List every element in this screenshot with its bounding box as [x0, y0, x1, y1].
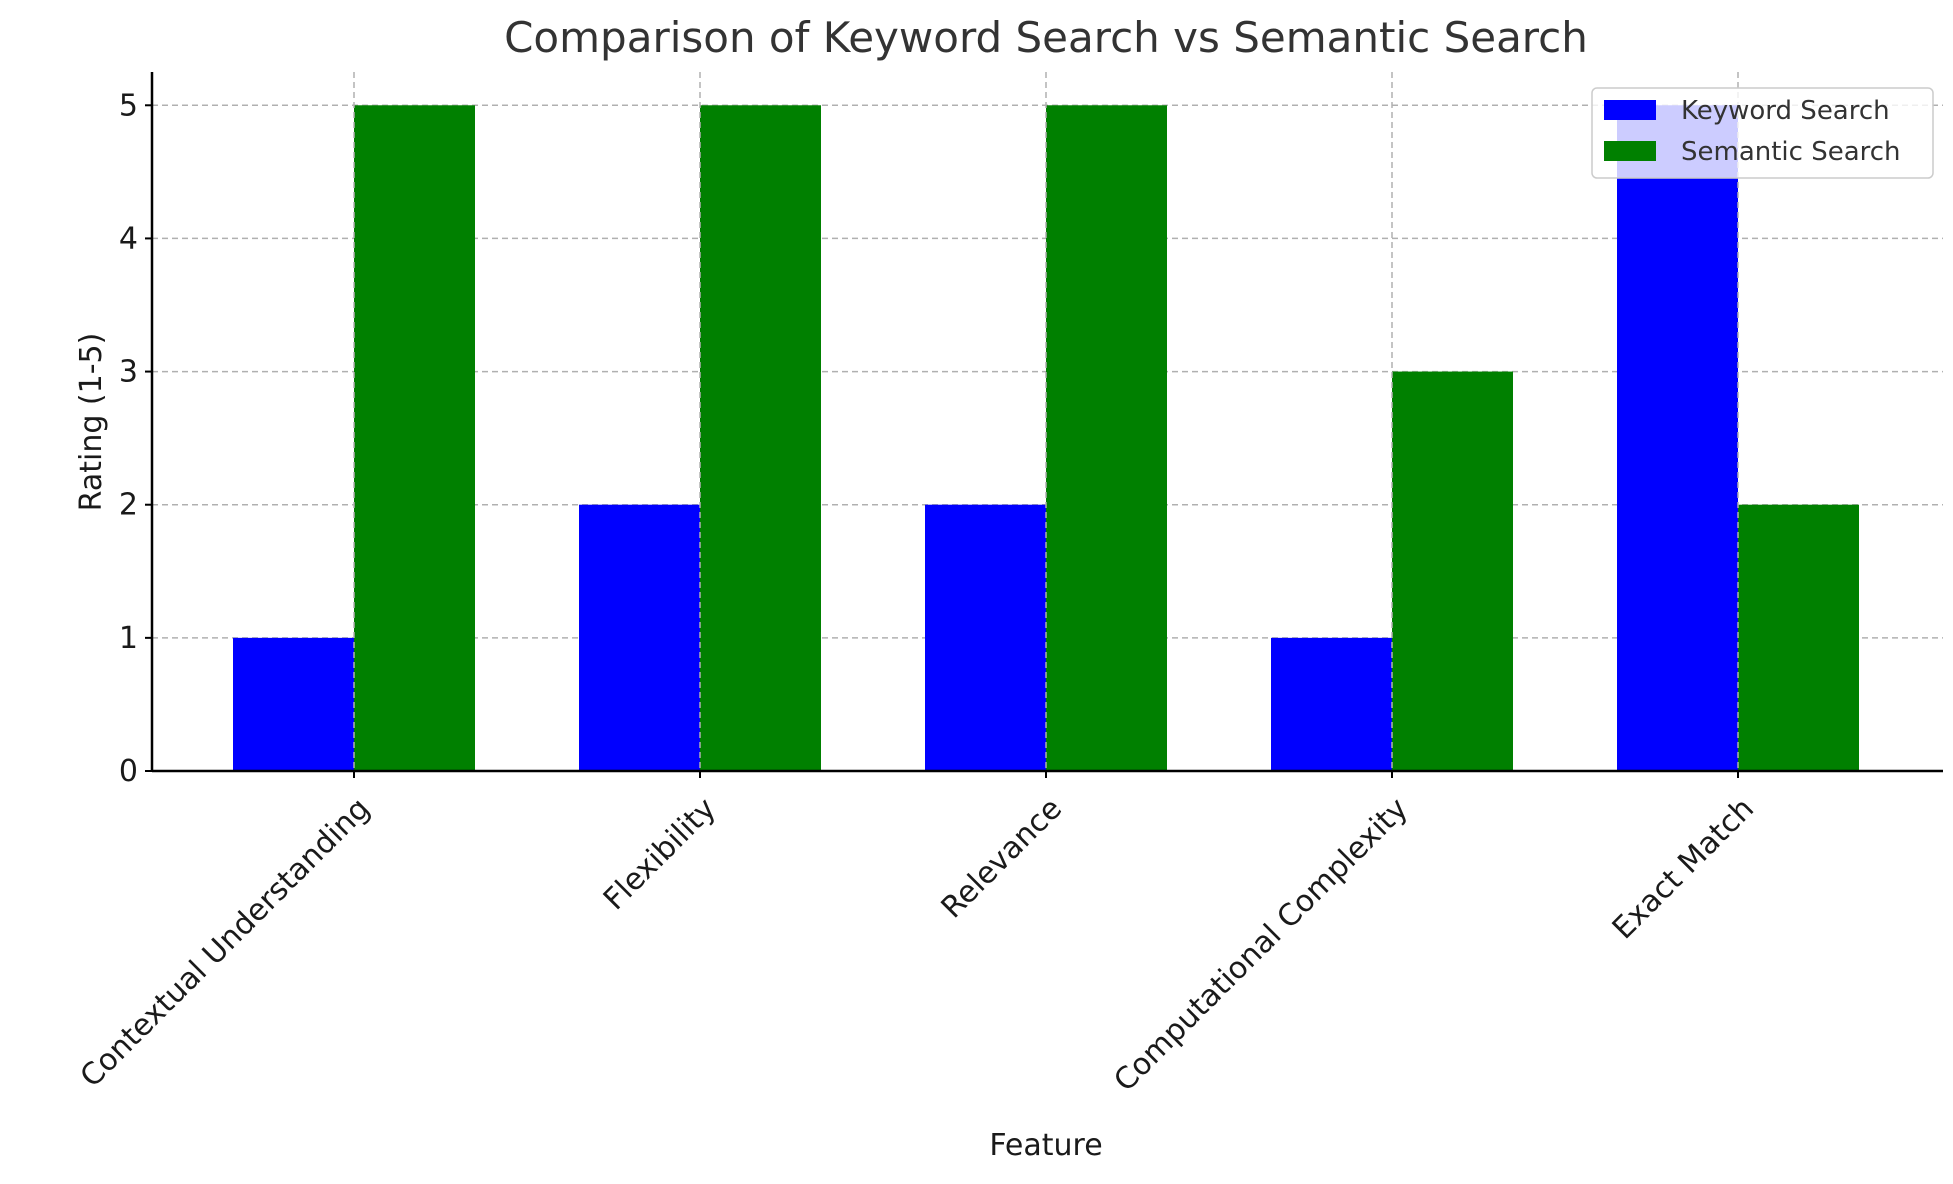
bar-keyword	[1617, 105, 1738, 772]
bar-keyword	[233, 637, 354, 771]
legend-swatch-keyword	[1604, 100, 1656, 120]
axes	[150, 72, 1943, 773]
bar-keyword	[579, 504, 700, 771]
bar-semantic	[1738, 504, 1859, 771]
legend: Keyword Search Semantic Search	[1591, 87, 1934, 179]
bar-semantic	[1046, 105, 1167, 772]
y-tick-label: 4	[119, 221, 138, 256]
y-tick-label: 5	[119, 88, 138, 123]
y-tick-label: 2	[119, 488, 138, 523]
legend-label-keyword: Keyword Search	[1681, 96, 1890, 126]
x-tick-label: Flexibility	[597, 791, 723, 917]
x-tick-label: Computational Complexity	[1107, 791, 1415, 1099]
x-tick-labels: Contextual Understanding Flexibility Relev…	[74, 771, 1761, 1099]
y-tick-label: 0	[119, 754, 138, 789]
x-tick-label: Contextual Understanding	[74, 791, 377, 1094]
bars	[233, 105, 1859, 772]
grid-lines-overlay	[353, 72, 1739, 771]
bar-keyword	[1271, 637, 1392, 771]
bar-semantic	[700, 105, 821, 772]
y-tick-label: 1	[119, 621, 138, 656]
bar-semantic	[1392, 371, 1513, 771]
legend-label-semantic: Semantic Search	[1681, 137, 1901, 167]
x-axis-label: Feature	[989, 1128, 1102, 1163]
bar-keyword	[925, 504, 1046, 771]
y-axis-label: Rating (1-5)	[74, 333, 109, 512]
chart-title: Comparison of Keyword Search vs Semantic…	[504, 13, 1588, 62]
x-tick-label: Exact Match	[1606, 791, 1761, 946]
legend-box	[1591, 87, 1934, 179]
x-tick-label: Relevance	[935, 791, 1069, 925]
y-tick-label: 3	[119, 355, 138, 390]
bar-semantic	[354, 105, 475, 772]
legend-swatch-semantic	[1604, 141, 1656, 161]
y-tick-labels: 0 1 2 3 4 5	[119, 88, 152, 789]
